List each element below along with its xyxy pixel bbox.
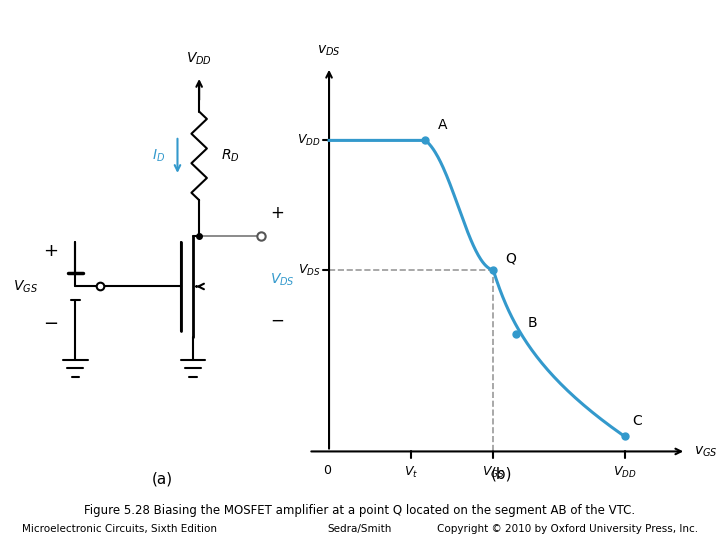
Text: $v_{DS}$: $v_{DS}$ [318, 44, 341, 58]
Text: Sedra/Smith: Sedra/Smith [328, 523, 392, 534]
Text: Q: Q [505, 252, 516, 266]
Text: $v_{GS}$: $v_{GS}$ [694, 444, 718, 458]
Text: (b): (b) [490, 467, 512, 482]
Text: $R_D$: $R_D$ [221, 147, 240, 164]
Text: Figure 5.28 Biasing the MOSFET amplifier at a point Q located on the segment AB : Figure 5.28 Biasing the MOSFET amplifier… [84, 504, 636, 517]
Text: Microelectronic Circuits, Sixth Edition: Microelectronic Circuits, Sixth Edition [22, 523, 217, 534]
Text: (a): (a) [151, 471, 173, 487]
Text: $-$: $-$ [43, 313, 58, 331]
Text: $V_{DS}$: $V_{DS}$ [298, 262, 321, 278]
Text: 0: 0 [323, 464, 331, 477]
Text: A: A [438, 118, 447, 132]
Text: $V_{GS}$: $V_{GS}$ [482, 464, 505, 480]
Text: $-$: $-$ [271, 310, 284, 329]
Text: $V_{DD}$: $V_{DD}$ [186, 51, 212, 68]
Text: $I_D$: $I_D$ [153, 147, 166, 164]
Text: +: + [271, 205, 284, 222]
Text: $V_{DD}$: $V_{DD}$ [613, 464, 636, 480]
Text: $V_{GS}$: $V_{GS}$ [14, 278, 38, 295]
Text: $V_{DS}$: $V_{DS}$ [271, 272, 295, 288]
Text: Copyright © 2010 by Oxford University Press, Inc.: Copyright © 2010 by Oxford University Pr… [437, 523, 698, 534]
Text: $V_t$: $V_t$ [404, 464, 418, 480]
Text: +: + [43, 242, 58, 260]
Text: C: C [633, 414, 642, 428]
Text: $V_{DD}$: $V_{DD}$ [297, 133, 321, 148]
Text: B: B [528, 315, 538, 329]
